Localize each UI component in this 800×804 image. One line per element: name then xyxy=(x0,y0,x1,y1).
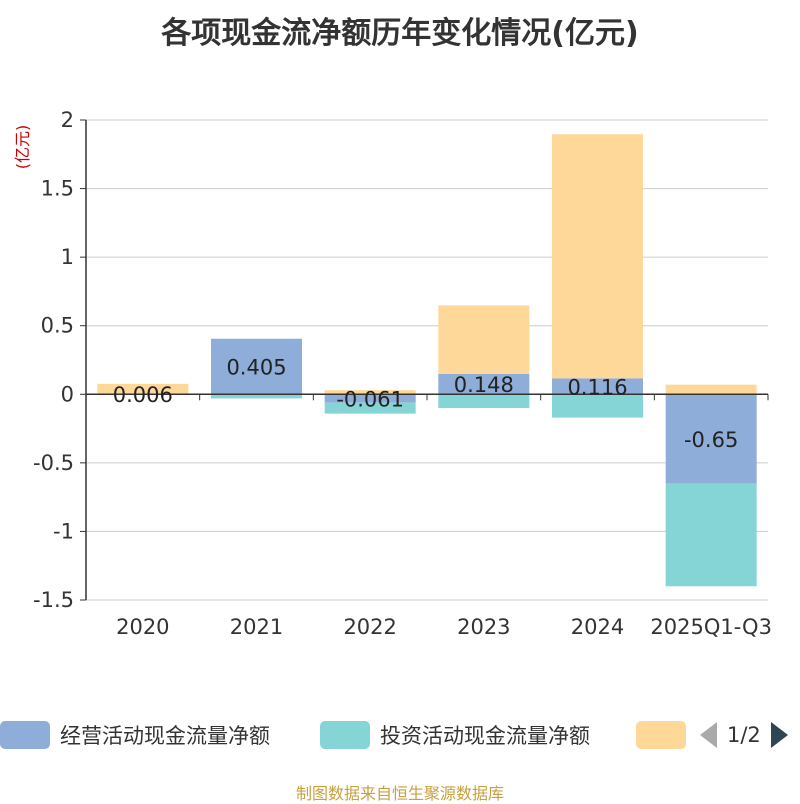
bar-segment xyxy=(665,394,757,484)
x-tick-label: 2020 xyxy=(116,615,169,639)
bar-segment xyxy=(438,394,530,408)
y-tick-label: 1.5 xyxy=(41,177,74,201)
legend-swatch-investing xyxy=(320,721,370,749)
chart-title: 各项现金流净额历年变化情况(亿元) xyxy=(161,16,639,51)
legend-swatch-operating xyxy=(0,721,50,749)
stacked-bar-chart: 2 1.5 1 0.5 0 -0.5 -1 -1.5 0.006 0.405 -0.061 0.148… xyxy=(33,108,772,639)
bar-segment xyxy=(552,378,643,395)
bar-segment xyxy=(324,402,416,414)
bar-segment xyxy=(211,394,302,399)
x-tick-label: 2025Q1-Q3 xyxy=(650,615,772,639)
legend-item-investing-cash-flow[interactable]: 投资活动现金流量净额 xyxy=(320,718,590,752)
legend-label-investing: 投资活动现金流量净额 xyxy=(380,724,590,748)
legend-item-operating-cash-flow[interactable]: 经营活动现金流量净额 xyxy=(0,718,270,752)
bar-segment xyxy=(665,483,757,587)
data-label: 0.405 xyxy=(226,356,286,380)
x-tick-label: 2021 xyxy=(230,615,283,639)
y-tick-label: 1 xyxy=(61,245,74,269)
bar-segment xyxy=(438,373,530,395)
y-tick-label: 0 xyxy=(61,382,74,406)
x-tick-label: 2022 xyxy=(343,615,396,639)
bar-segment xyxy=(665,384,757,395)
bar-segment xyxy=(552,134,643,379)
chart-legend: 经营活动现金流量净额 投资活动现金流量净额 xyxy=(0,718,800,752)
data-label: -0.65 xyxy=(684,428,738,452)
data-label: 0.116 xyxy=(567,375,627,399)
y-tick-label: 2 xyxy=(61,108,74,132)
legend-pager: 1/2 xyxy=(700,718,788,752)
y-tick-label: 0.5 xyxy=(41,314,74,338)
bar-segment xyxy=(97,383,189,394)
legend-label-operating: 经营活动现金流量净额 xyxy=(60,724,270,748)
bar-segment xyxy=(438,305,530,374)
legend-item-financing-cash-flow[interactable] xyxy=(636,718,686,752)
legend-prev-page-icon[interactable] xyxy=(700,722,717,748)
x-tick-label: 2023 xyxy=(457,615,510,639)
bar-segment xyxy=(552,394,643,418)
data-label: 0.148 xyxy=(454,373,514,397)
legend-swatch-financing xyxy=(636,721,686,749)
bar-segment xyxy=(211,338,302,395)
bar-segment xyxy=(324,394,416,403)
data-label: 0.006 xyxy=(113,383,173,407)
y-tick-label: -0.5 xyxy=(33,451,74,475)
data-label: -0.061 xyxy=(336,387,404,411)
legend-next-page-icon[interactable] xyxy=(770,722,788,748)
bar-segment xyxy=(324,390,416,395)
data-source-note: 制图数据来自恒生聚源数据库 xyxy=(295,784,504,803)
legend-page-indicator: 1/2 xyxy=(727,723,761,747)
y-tick-label: -1.5 xyxy=(33,588,74,612)
x-tick-label: 2024 xyxy=(571,615,624,639)
y-tick-label: -1 xyxy=(53,519,74,543)
